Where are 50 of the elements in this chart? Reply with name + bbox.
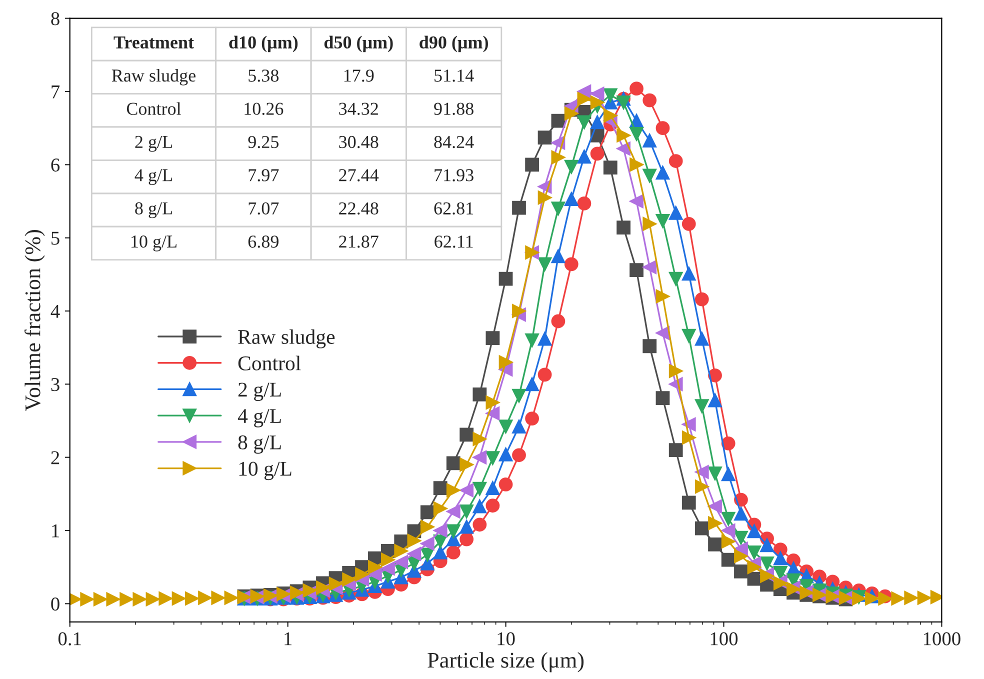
y-tick-label: 3 [51, 378, 60, 392]
x-tick-label: 10 [498, 632, 515, 646]
annotation: Treatment [114, 36, 194, 49]
annotation: 34.32 [339, 102, 378, 115]
annotation: 10.26 [244, 102, 284, 115]
y-tick-label: 0 [51, 597, 60, 611]
y-tick-label: 1 [52, 524, 59, 538]
annotation: 8 g/L [135, 202, 172, 218]
annotation: 6.89 [248, 236, 278, 248]
annotation: 84.24 [434, 136, 474, 148]
annotation: d50 (μm) [324, 36, 393, 52]
legend-label: Control [238, 356, 301, 370]
annotation: 10 g/L [132, 235, 176, 252]
annotation: 7.97 [248, 169, 279, 182]
x-tick-label: 100 [710, 632, 738, 646]
annotation: 17.9 [344, 70, 374, 82]
legend-label: 10 g/L [239, 462, 292, 480]
annotation: 71.93 [434, 169, 474, 182]
annotation: 62.11 [434, 236, 473, 248]
annotation: Control [126, 102, 181, 115]
annotation: 51.14 [434, 70, 474, 82]
annotation: 62.81 [434, 202, 474, 215]
y-tick-label: 5 [52, 232, 60, 245]
annotation: 91.88 [434, 102, 474, 115]
x-axis-title: Particle size (μm) [428, 652, 584, 672]
legend-label: 2 g/L [238, 382, 281, 401]
annotation: 27.44 [339, 169, 379, 182]
legend-label: Raw sludge [238, 329, 335, 348]
y-tick-label: 7 [52, 86, 60, 98]
x-tick-label: 1 [284, 632, 292, 646]
annotation: 9.25 [248, 136, 279, 148]
annotation: 30.48 [339, 136, 378, 148]
annotation: 5.38 [248, 70, 279, 82]
legend-label: 4 g/L [238, 409, 281, 428]
y-tick-label: 8 [51, 12, 60, 26]
annotation: 21.87 [339, 236, 378, 248]
y-axis-title: Volume fraction (%) [24, 230, 45, 412]
annotation: 2 g/L [135, 136, 172, 152]
y-tick-label: 2 [51, 451, 60, 464]
annotation: 22.48 [339, 202, 378, 215]
annotation: Raw sludge [112, 68, 196, 86]
annotation: d10 (μm) [229, 36, 298, 52]
legend-label: 8 g/L [238, 435, 281, 454]
annotation: 4 g/L [134, 169, 172, 185]
x-tick-label: 1000 [924, 632, 960, 646]
annotation: d90 (μm) [420, 36, 488, 52]
x-tick-label: 0.1 [58, 632, 81, 646]
annotation: 7.07 [248, 202, 279, 215]
y-tick-label: 6 [51, 158, 60, 172]
y-tick-label: 4 [50, 304, 60, 318]
